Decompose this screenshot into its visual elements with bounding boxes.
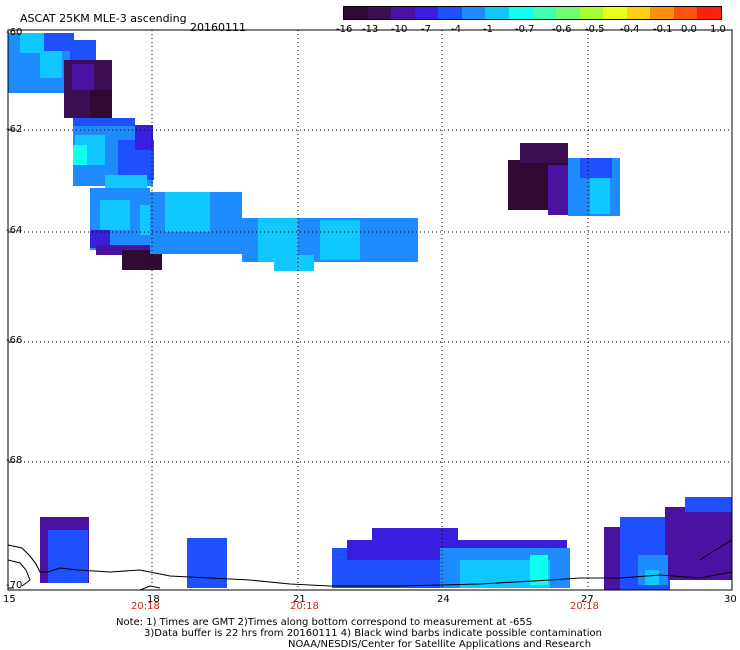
colorbar-label: -0.7 (515, 24, 535, 35)
colorbar-label: -1 (483, 24, 493, 35)
wind-cell (685, 497, 732, 512)
colorbar-swatch (697, 7, 721, 19)
lat-label: -60 (6, 27, 23, 38)
colorbar-label: -13 (362, 24, 379, 35)
wind-cell (187, 538, 227, 588)
colorbar-label: -0.5 (585, 24, 605, 35)
wind-cell (590, 178, 610, 214)
wind-cell (135, 125, 153, 150)
map-title: ASCAT 25KM MLE-3 ascending (20, 12, 187, 25)
lon-label: 18 (147, 594, 160, 605)
coastline (7, 544, 733, 587)
colorbar-swatch (414, 7, 439, 19)
colorbar-label: -7 (421, 24, 431, 35)
lon-label: 24 (437, 594, 450, 605)
wind-cell (320, 220, 360, 260)
wind-cell (40, 50, 62, 78)
lat-label: -62 (6, 124, 23, 135)
note-line-1: Note: 1) Times are GMT 2)Times along bot… (116, 617, 533, 628)
colorbar-swatch (344, 7, 368, 19)
lon-label: 15 (3, 594, 16, 605)
wind-cell (73, 145, 87, 165)
note-line-2: 3)Data buffer is 22 hrs from 20160111 4)… (144, 628, 602, 639)
colorbar-swatch (673, 7, 698, 19)
lat-label: -70 (6, 580, 23, 591)
colorbar-label: 1.0 (710, 24, 726, 35)
colorbar-swatch (508, 7, 533, 19)
note-line-3: NOAA/NESDIS/Center for Satellite Applica… (288, 639, 592, 650)
wind-cell (44, 33, 74, 51)
lat-label: -64 (6, 225, 23, 236)
colorbar-swatch (650, 7, 674, 19)
colorbar-swatch (532, 7, 557, 19)
colorbar-label: -0.6 (552, 24, 572, 35)
colorbar-label: -4 (451, 24, 461, 35)
wind-cell (20, 33, 44, 53)
colorbar-swatch (603, 7, 627, 19)
colorbar-swatch (367, 7, 392, 19)
lat-label: -68 (6, 455, 23, 466)
lon-label: 21 (293, 594, 306, 605)
wind-cell (604, 527, 622, 590)
time-label: 20:18 (570, 601, 599, 612)
wind-cell (258, 218, 298, 262)
wind-cell (70, 40, 96, 62)
colorbar-swatch (461, 7, 486, 19)
time-label: 20:18 (290, 601, 319, 612)
wind-cell (90, 230, 110, 248)
wind-cell (372, 528, 458, 546)
colorbar-swatch (485, 7, 509, 19)
colorbar-swatch (556, 7, 580, 19)
colorbar-swatch (626, 7, 651, 19)
colorbar-label: -10 (391, 24, 408, 35)
wind-cell (388, 218, 418, 262)
wind-cell (580, 158, 612, 178)
colorbar-swatch (579, 7, 604, 19)
colorbar (343, 6, 722, 20)
map-date: 20160111 (190, 21, 246, 34)
coastline (699, 539, 733, 561)
colorbar-label: -0.1 (653, 24, 673, 35)
wind-cell (72, 64, 94, 90)
lon-label: 30 (724, 594, 737, 605)
coastline (7, 559, 31, 587)
wind-cell (520, 143, 568, 163)
time-label: 20:18 (131, 601, 160, 612)
wind-cell (48, 530, 88, 583)
wind-cell (274, 255, 314, 271)
colorbar-label: 0.0 (681, 24, 697, 35)
coastline (139, 585, 161, 591)
wind-cell (645, 570, 659, 585)
map-frame (7, 29, 733, 591)
lon-label: 27 (581, 594, 594, 605)
wind-cell (212, 203, 242, 247)
colorbar-label: -16 (336, 24, 353, 35)
wind-cell (90, 90, 112, 118)
colorbar-swatch (438, 7, 462, 19)
wind-cell (165, 192, 210, 232)
colorbar-label: -0.4 (620, 24, 640, 35)
wind-cell (530, 555, 548, 585)
lat-label: -66 (6, 335, 23, 346)
wind-cell (665, 507, 732, 580)
wind-cell (100, 200, 130, 230)
colorbar-swatch (391, 7, 415, 19)
